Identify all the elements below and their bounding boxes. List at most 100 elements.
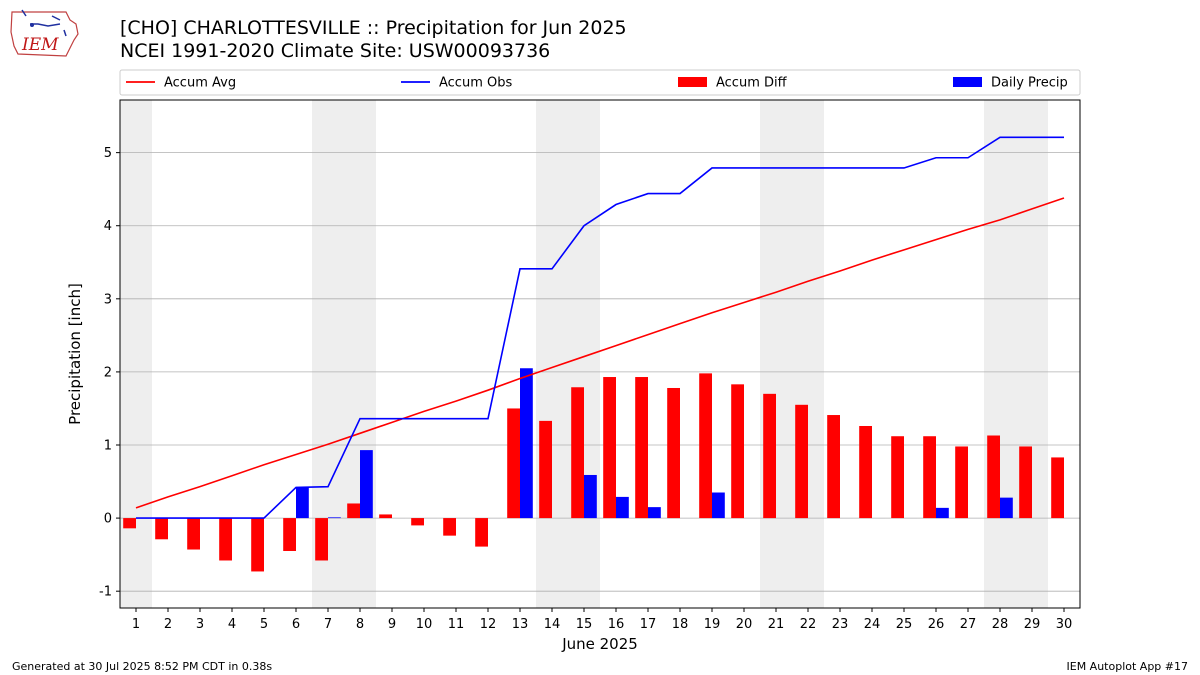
daily-precip-bar [712,492,725,519]
accum-diff-bar [603,377,616,519]
x-tick-label: 9 [388,617,396,632]
accum-diff-bar [635,377,648,519]
daily-precip-bar [616,496,629,519]
legend-label-accum-avg: Accum Avg [164,76,236,91]
daily-precip-bar [584,474,597,519]
accum-diff-bar [123,518,136,529]
x-tick-label: 10 [416,617,433,632]
daily-precip-bar [648,507,661,519]
legend-swatch-daily-precip [953,77,982,87]
y-tick-label: 3 [104,292,112,307]
weekend-shade [792,100,824,608]
x-tick-label: 3 [196,617,204,632]
x-tick-label: 17 [640,617,657,632]
x-tick-label: 13 [512,617,529,632]
y-tick-label: -1 [99,585,112,600]
accum-avg-line [135,197,1065,509]
legend-label-accum-diff: Accum Diff [716,76,788,91]
weekend-shade [344,100,376,608]
legend: Accum Avg Accum Obs Accum Diff Daily Precip [119,69,1081,96]
legend-box [119,69,1081,96]
accum-diff-bar [411,518,424,526]
x-tick-label: 7 [324,617,332,632]
x-tick-label: 26 [928,617,945,632]
x-tick-label: 30 [1056,617,1073,632]
accum-diff-bar [155,518,168,540]
accum-diff-bar [443,518,456,536]
y-tick-label: 5 [104,146,112,161]
daily-precip-bar [296,487,309,519]
weekend-shade [536,100,568,608]
x-tick-label: 18 [672,617,689,632]
accum-diff-bar [731,384,744,519]
x-tick-label: 1 [132,617,140,632]
plot-frame [119,99,1081,609]
weather-symbols-icon [21,9,67,37]
precipitation-chart: Accum Avg Accum Obs Accum Diff Daily Precip… [66,69,1081,653]
accum-diff-bar [539,420,552,519]
weekend-shade [760,100,792,608]
weekend-shade [984,100,1016,608]
accum-diff-bar [315,518,328,561]
y-axis-label: Precipitation [inch] [66,283,84,425]
accum-diff-bar [955,446,968,519]
x-tick-label: 11 [448,617,465,632]
x-tick-label: 12 [480,617,497,632]
x-tick-label: 22 [800,617,817,632]
x-tick-label: 16 [608,617,625,632]
x-tick-label: 2 [164,617,172,632]
accum-diff-bar [923,436,936,519]
x-tick-label: 5 [260,617,268,632]
accum-diff-bar [507,408,520,519]
weekend-shade [568,100,600,608]
accum-diff-bar [379,514,392,519]
x-tick-label: 21 [768,617,785,632]
plot-area [120,100,1080,608]
accum-diff-bar [1019,446,1032,519]
accum-diff-bar [827,415,840,519]
x-tick-label: 28 [992,617,1009,632]
accum-diff-bar [859,425,872,519]
daily-precip-bar [328,517,341,519]
daily-precip-bar [520,368,533,519]
chart-subtitle: NCEI 1991-2020 Climate Site: USW00093736 [120,40,551,62]
accum-diff-bar [283,518,296,551]
x-tick-label: 4 [228,617,236,632]
y-tick-label: 4 [104,219,112,234]
plot-content [120,100,1080,608]
accum-diff-bar [347,503,360,519]
x-tick-label: 27 [960,617,977,632]
daily-precip-bar [1000,497,1013,519]
daily-precip-bar [360,450,373,519]
accum-diff-bar [699,373,712,519]
accum-obs-line [136,136,1064,519]
y-tick-label: 1 [104,439,112,454]
x-tick-label: 29 [1024,617,1041,632]
legend-label-accum-obs: Accum Obs [439,76,512,91]
x-tick-label: 6 [292,617,300,632]
x-tick-label: 8 [356,617,364,632]
accum-diff-bar [571,387,584,519]
x-tick-label: 14 [544,617,561,632]
x-axis-label: June 2025 [561,635,638,653]
footer-app: IEM Autoplot App #17 [1066,660,1189,673]
legend-swatch-accum-diff [678,77,707,87]
x-tick-label: 15 [576,617,593,632]
footer-generated: Generated at 30 Jul 2025 8:52 PM CDT in … [12,660,273,673]
y-tick-label: 2 [104,365,112,380]
accum-diff-bar [251,518,264,572]
accum-diff-bar [1051,457,1064,519]
accum-diff-bar [987,435,1000,519]
x-tick-label: 24 [864,617,881,632]
chart-title: [CHO] CHARLOTTESVILLE :: Precipitation f… [120,17,627,39]
accum-diff-bar [795,404,808,519]
x-tick-label: 20 [736,617,753,632]
iem-logo: IEM [10,9,79,57]
iowa-outline-icon [10,11,79,57]
weekend-shade [1016,100,1048,608]
logo-text: IEM [21,35,59,55]
accum-diff-bar [763,393,776,519]
accum-diff-bar [667,387,680,519]
daily-precip-bar [936,507,949,519]
